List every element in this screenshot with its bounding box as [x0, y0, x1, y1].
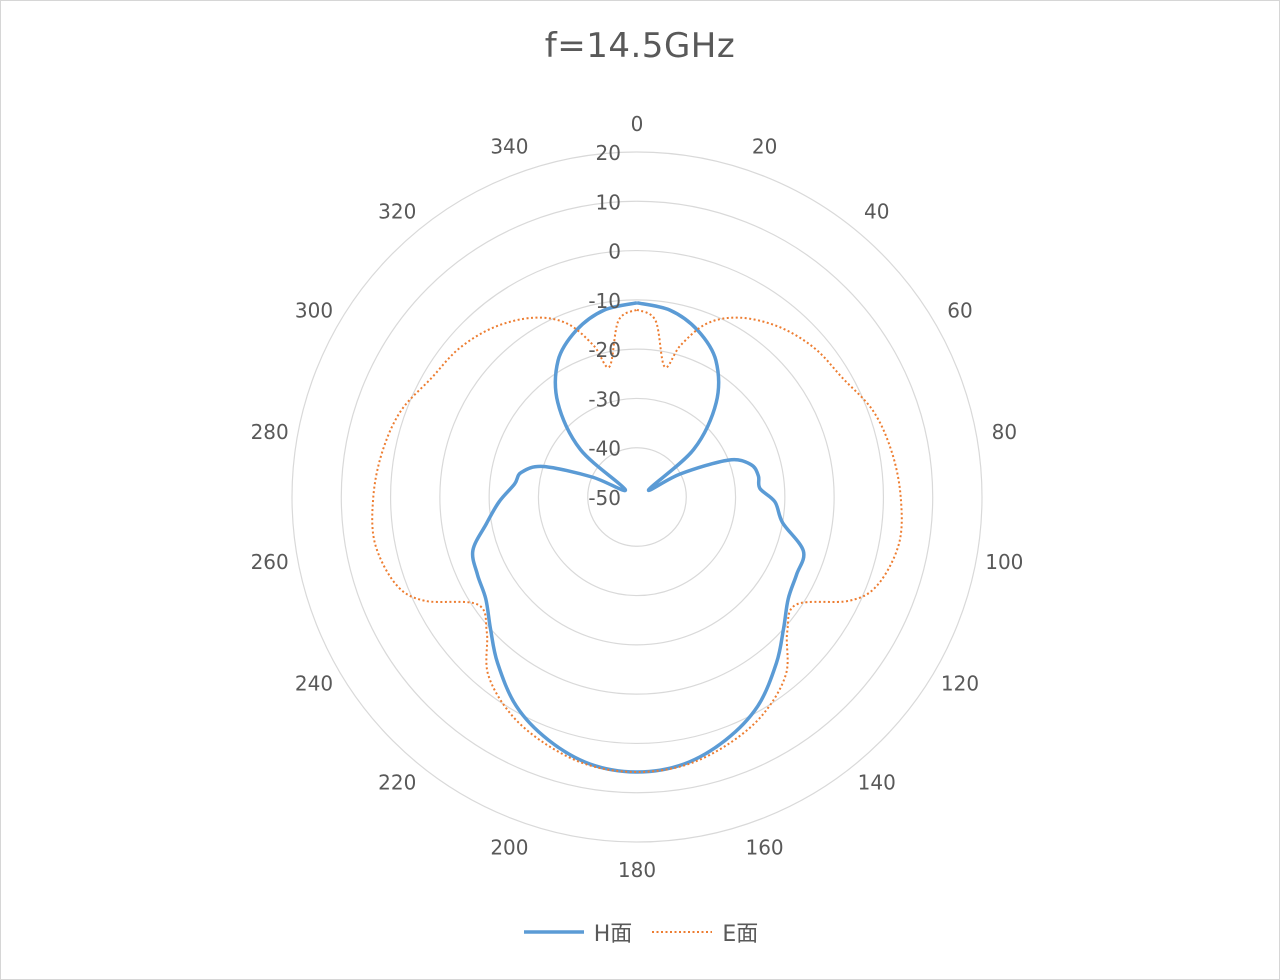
legend-swatch-h — [523, 930, 584, 934]
grid-ring-7 — [291, 151, 983, 843]
angle-tick-label-6: 120 — [941, 672, 979, 696]
radial-tick-label-6: 10 — [596, 190, 621, 214]
angle-tick-label-1: 20 — [752, 134, 777, 158]
legend-label-h: H面 — [593, 922, 633, 947]
angle-tick-label-2: 40 — [864, 199, 889, 223]
chart-title: f=14.5GHz — [544, 26, 736, 66]
radial-tick-label-0: -50 — [588, 486, 621, 510]
series-line-e — [371, 308, 903, 773]
angle-tick-label-12: 240 — [295, 672, 333, 696]
radial-tick-label-4: -10 — [588, 289, 621, 313]
angle-tick-label-14: 280 — [251, 420, 289, 444]
angle-tick-label-13: 260 — [251, 550, 289, 574]
radial-tick-label-3: -20 — [588, 338, 621, 362]
angle-tick-label-3: 60 — [947, 299, 972, 323]
legend-swatch-e — [652, 931, 713, 933]
angle-tick-label-10: 200 — [490, 836, 528, 860]
radial-tick-label-2: -30 — [588, 387, 621, 411]
angle-tick-label-16: 320 — [378, 199, 416, 223]
radial-tick-label-1: -40 — [588, 437, 621, 461]
angle-tick-label-15: 300 — [295, 299, 333, 323]
radial-tick-label-5: 0 — [608, 240, 621, 264]
grid-ring-3 — [488, 348, 786, 646]
radial-tick-label-7: 20 — [596, 141, 621, 165]
legend-label-e: E面 — [722, 922, 759, 947]
grid-ring-1 — [587, 447, 687, 547]
grid-ring-4 — [439, 299, 835, 695]
angle-tick-label-9: 180 — [618, 858, 656, 882]
legend: H面 E面 — [0, 916, 1280, 948]
angle-tick-label-0: 0 — [631, 112, 644, 136]
grid-ring-5 — [389, 249, 885, 745]
grid-ring-6 — [340, 200, 934, 794]
angle-tick-label-5: 100 — [985, 550, 1023, 574]
angle-tick-label-4: 80 — [992, 420, 1017, 444]
grid-ring-2 — [537, 397, 737, 597]
legend-item-h: H面 — [522, 916, 633, 948]
series-line-h — [470, 301, 806, 774]
angle-tick-label-8: 160 — [745, 836, 783, 860]
angle-tick-label-7: 140 — [858, 771, 896, 795]
angle-tick-label-17: 340 — [490, 134, 528, 158]
legend-item-e: E面 — [650, 916, 758, 948]
angle-tick-label-11: 220 — [378, 771, 416, 795]
